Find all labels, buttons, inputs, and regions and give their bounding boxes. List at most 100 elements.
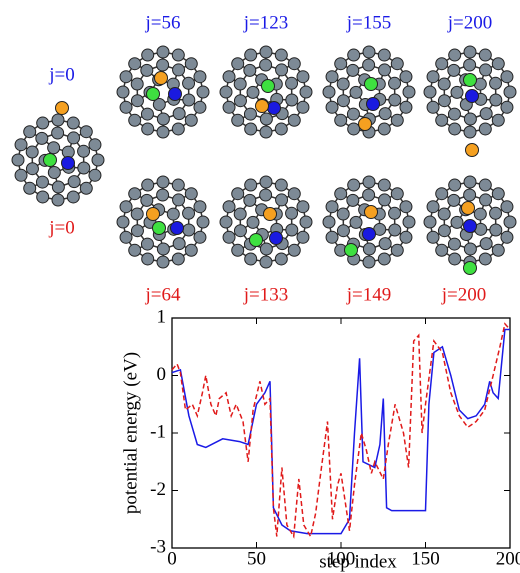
carbon-atom [479,49,491,61]
carbon-atom [157,256,169,268]
carbon-atom [194,231,206,243]
carbon-atom [183,224,195,236]
y-tick-label: 1 [157,306,167,327]
panel-label: j=0 [48,64,75,85]
atom [270,232,283,245]
carbon-atom [337,208,349,220]
carbon-atom [173,238,185,250]
carbon-atom [400,71,412,83]
carbon-atom [194,201,206,213]
carbon-atom [142,123,154,135]
carbon-atom [244,108,256,120]
carbon-atom [244,64,256,76]
carbon-atom [464,46,476,58]
carbon-atom [67,191,79,203]
carbon-atom [389,77,401,89]
carbon-atom [89,169,101,181]
carbon-atom [232,244,244,256]
carbon-atom [131,225,143,237]
panel-label: j=149 [346,284,392,305]
carbon-atom [451,216,463,228]
carbon-atom [286,224,298,236]
carbon-atom [275,253,287,265]
carbon-atom [48,166,60,178]
carbon-atom [448,64,460,76]
carbon-atom [197,86,209,98]
carbon-atom [220,86,232,98]
carbon-atom [323,86,335,98]
panel-label: j=155 [346,12,392,33]
carbon-atom [131,208,143,220]
atom [56,102,69,115]
carbon-atom [335,114,347,126]
panel-label: j=200 [447,12,493,33]
carbon-atom [183,94,195,106]
carbon-atom [337,225,349,237]
carbon-atom [172,253,184,265]
atom [462,202,475,215]
carbon-atom [172,179,184,191]
carbon-atom [474,208,486,220]
carbon-atom [286,207,298,219]
carbon-atom [89,139,101,151]
carbon-atom [157,243,169,255]
atom [466,144,479,157]
carbon-atom [501,71,513,83]
carbon-atom [15,139,27,151]
carbon-atom [492,244,504,256]
carbon-atom [337,78,349,90]
carbon-atom [490,77,502,89]
carbon-atom [173,194,185,206]
carbon-atom [275,179,287,191]
carbon-atom [48,142,60,154]
carbon-atom [490,224,502,236]
carbon-atom [245,253,257,265]
carbon-atom [157,189,169,201]
carbon-atom [323,216,335,228]
figure: step index potential energy (eV) j=0j=0j… [0,0,520,573]
carbon-atom [400,201,412,213]
carbon-atom [378,253,390,265]
carbon-atom [504,86,516,98]
atom [262,80,275,93]
carbon-atom [297,231,309,243]
carbon-atom [403,86,415,98]
carbon-atom [379,64,391,76]
carbon-atom [464,113,476,125]
panel-label: j=133 [243,284,289,305]
atom [256,100,269,113]
carbon-atom [194,101,206,113]
atom [359,118,372,131]
carbon-atom [157,176,169,188]
carbon-atom [427,101,439,113]
carbon-atom [436,58,448,70]
atom [365,78,378,91]
carbon-atom [120,201,132,213]
carbon-atom [120,231,132,243]
carbon-atom [141,238,153,250]
carbon-atom [68,176,80,188]
x-tick-label: 50 [247,548,266,569]
carbon-atom [449,123,461,135]
carbon-atom [300,216,312,228]
carbon-atom [52,114,64,126]
carbon-atom [400,231,412,243]
carbon-atom [37,117,49,129]
atom [345,244,358,257]
carbon-atom [326,101,338,113]
carbon-atom [173,64,185,76]
carbon-atom [260,113,272,125]
x-tick-label: 100 [327,548,356,569]
carbon-atom [185,58,197,70]
carbon-atom [479,123,491,135]
data-line [172,330,510,534]
carbon-atom [391,58,403,70]
panel-label: j=64 [145,284,181,305]
carbon-atom [80,126,92,138]
y-tick-label: -1 [150,421,166,442]
carbon-atom [379,238,391,250]
carbon-atom [260,126,272,138]
carbon-atom [52,127,64,139]
carbon-atom [492,58,504,70]
atom [264,208,277,221]
